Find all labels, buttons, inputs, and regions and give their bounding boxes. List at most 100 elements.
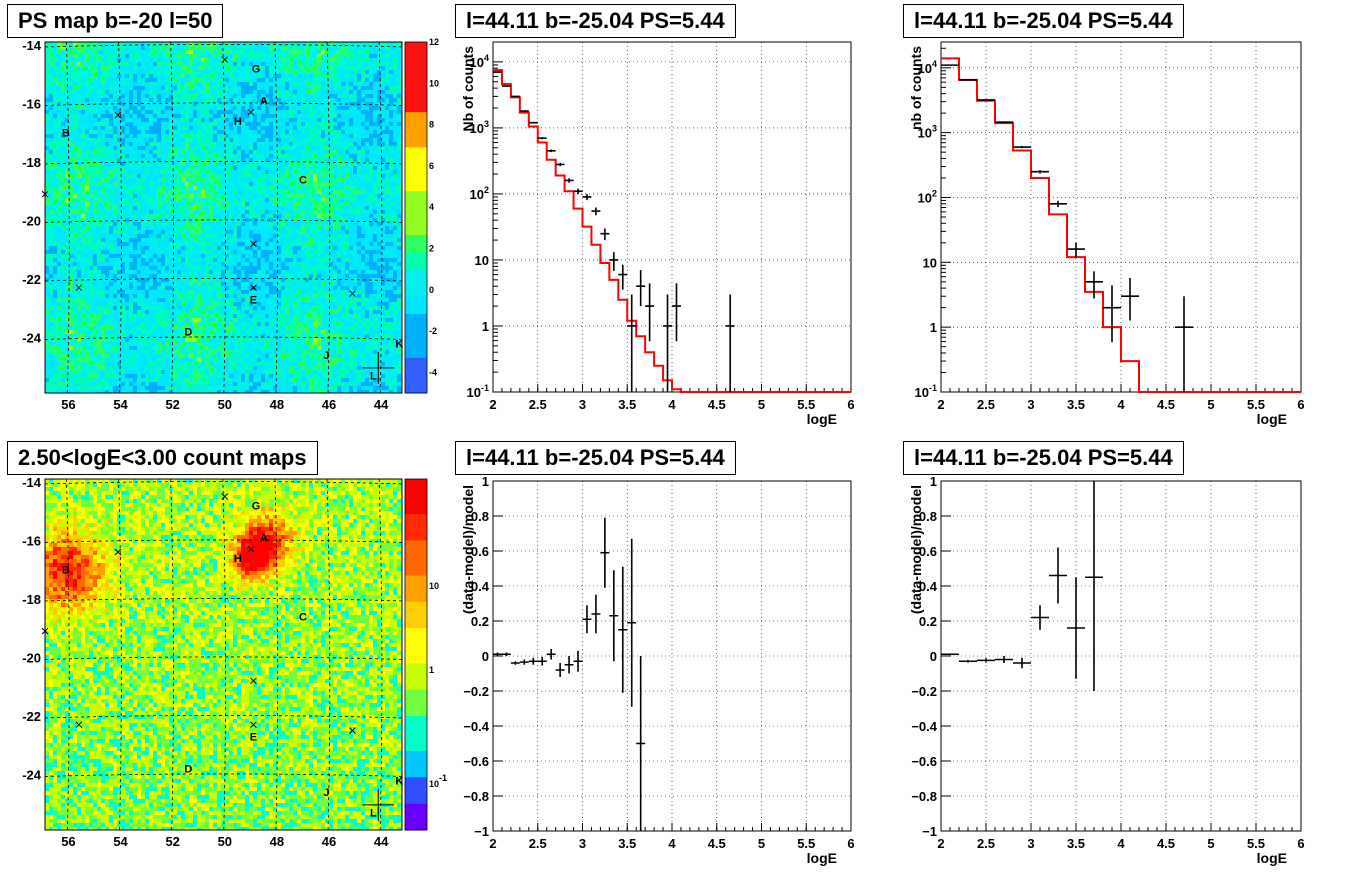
map2-colorbar-label: 10 (429, 581, 439, 591)
map1-colorbar-cell (405, 199, 427, 210)
spec2-x-tick-label: 5 (1207, 397, 1214, 412)
spec2-data-point (1013, 145, 1031, 149)
spec1-data-point (519, 110, 529, 112)
map2-colorbar-label: 1 (429, 665, 434, 675)
map1-colorbar-cell (405, 375, 427, 385)
map1-colorbar-cell (405, 208, 427, 218)
spec2-x-tick-label: 2.5 (977, 397, 995, 412)
res1-data-point (564, 656, 574, 674)
map2-y-tick-label: -14 (22, 475, 42, 490)
res2-data-point (959, 659, 977, 663)
spec2-data-point (977, 99, 995, 101)
map2-graticule (44, 478, 403, 831)
spec1-data-point (537, 137, 547, 140)
spec1-data-point (600, 228, 610, 241)
map2-colorbar-cell (405, 724, 427, 734)
map2-colorbar-cell (405, 584, 427, 594)
map1-colorbar-cell (405, 287, 427, 297)
res2-y-label: (data-model)/model (908, 485, 924, 614)
res2-data-point (1067, 577, 1085, 679)
map2-source-label: K (395, 775, 403, 787)
map1-marker (349, 290, 356, 297)
map1-colorbar-cell (405, 77, 427, 87)
residual1-title: l=44.11 b=-25.04 PS=5.44 (455, 441, 736, 475)
map2-source-label: D (184, 764, 192, 776)
spec1-x-tick-label: 2.5 (529, 397, 547, 412)
map1-marker (250, 284, 257, 292)
map1-x-tick-label: 52 (165, 397, 179, 412)
res1-x-tick-label: 5.5 (797, 836, 815, 851)
spec2-x-tick-label: 4.5 (1157, 397, 1175, 412)
spec1-x-tick-label: 3 (579, 397, 586, 412)
map1-colorbar-frame (404, 41, 428, 394)
spec1-data-point (609, 252, 619, 271)
spec1-data-point (636, 270, 646, 307)
map2-colorbar-cell (405, 628, 427, 638)
map1-source-label: A (260, 96, 268, 108)
res2-data-point (1085, 481, 1103, 691)
res1-data-point (537, 656, 547, 666)
map1-colorbar-label: 6 (429, 161, 434, 171)
map1-colorbar-cell (405, 270, 427, 280)
spec1-data-point (493, 71, 502, 73)
res1-data-point (582, 605, 592, 634)
spec1-x-label: logE (807, 411, 837, 427)
map1-marker (247, 108, 255, 116)
res2-x-tick-label: 2 (937, 836, 944, 851)
map1-source-label: D (184, 327, 192, 339)
spec1-data-point (564, 178, 574, 183)
spec1-y-tick-label: 10 (475, 253, 489, 268)
map2-colorbar-cell (405, 715, 427, 726)
res1-data-point (609, 570, 619, 662)
map2-colorbar-cell (405, 487, 427, 498)
res2-data-point (1049, 547, 1067, 604)
map1-colorbar-label: -2 (429, 326, 437, 336)
map2-colorbar-cell (405, 522, 427, 533)
map2-colorbar-cell (405, 531, 427, 541)
spec2-grid (941, 42, 1301, 392)
map2-colorbar-cell (405, 777, 427, 787)
map2-marker (250, 677, 257, 685)
res1-data-point (600, 517, 610, 588)
map1-colorbar-cell (405, 147, 427, 157)
map1-title: PS map b=-20 l=50 (7, 4, 224, 38)
res2-y-tick-label: 0.2 (919, 614, 937, 629)
map1-colorbar-cell (405, 366, 427, 376)
spec1-data-point (663, 294, 672, 392)
spec2-data-point (1049, 200, 1067, 208)
spec2-data-point (995, 121, 1013, 123)
spec2-data-point (1085, 271, 1103, 299)
spec1-x-tick-label: 4 (668, 397, 676, 412)
res2-y-tick-label: 0.6 (919, 544, 937, 559)
map1-colorbar-label: 12 (429, 37, 439, 47)
map1-colorbar-cell (405, 173, 427, 183)
map1-source-label: J (323, 350, 329, 362)
spec2-y-label: nb of counts (908, 46, 924, 130)
map2-colorbar-cell (405, 698, 427, 708)
map2-marker (247, 545, 255, 553)
map2-source-label: A (260, 533, 268, 545)
map2-colorbar-cell (405, 707, 427, 717)
map1-colorbar-cell (405, 120, 427, 131)
map1-colorbar-label: -4 (429, 367, 437, 377)
map1-meridian (378, 41, 383, 394)
spec1-x-tick-label: 5 (758, 397, 765, 412)
spec1-data-point (627, 294, 637, 392)
map1-x-tick-label: 54 (113, 397, 128, 412)
map2-x-tick-label: 56 (61, 834, 75, 849)
map2-colorbar-cell (405, 768, 427, 778)
spec2-data-point (941, 64, 959, 66)
spec1-x-tick-label: 6 (847, 397, 854, 412)
res2-data-point (941, 653, 959, 656)
map1-marker (221, 56, 229, 63)
map2-y-tick-label: -16 (22, 533, 41, 548)
map2-x-tick-label: 52 (165, 834, 179, 849)
res2-x-tick-label: 6 (1297, 836, 1304, 851)
spec1-data-point (672, 283, 681, 342)
map2-colorbar-cell (405, 549, 427, 559)
map2-colorbar-cell (405, 540, 427, 550)
res1-data-point (546, 649, 556, 660)
spec2-y-tick-label: 10-1 (915, 383, 937, 400)
res2-y-tick-label: 0.8 (919, 509, 937, 524)
